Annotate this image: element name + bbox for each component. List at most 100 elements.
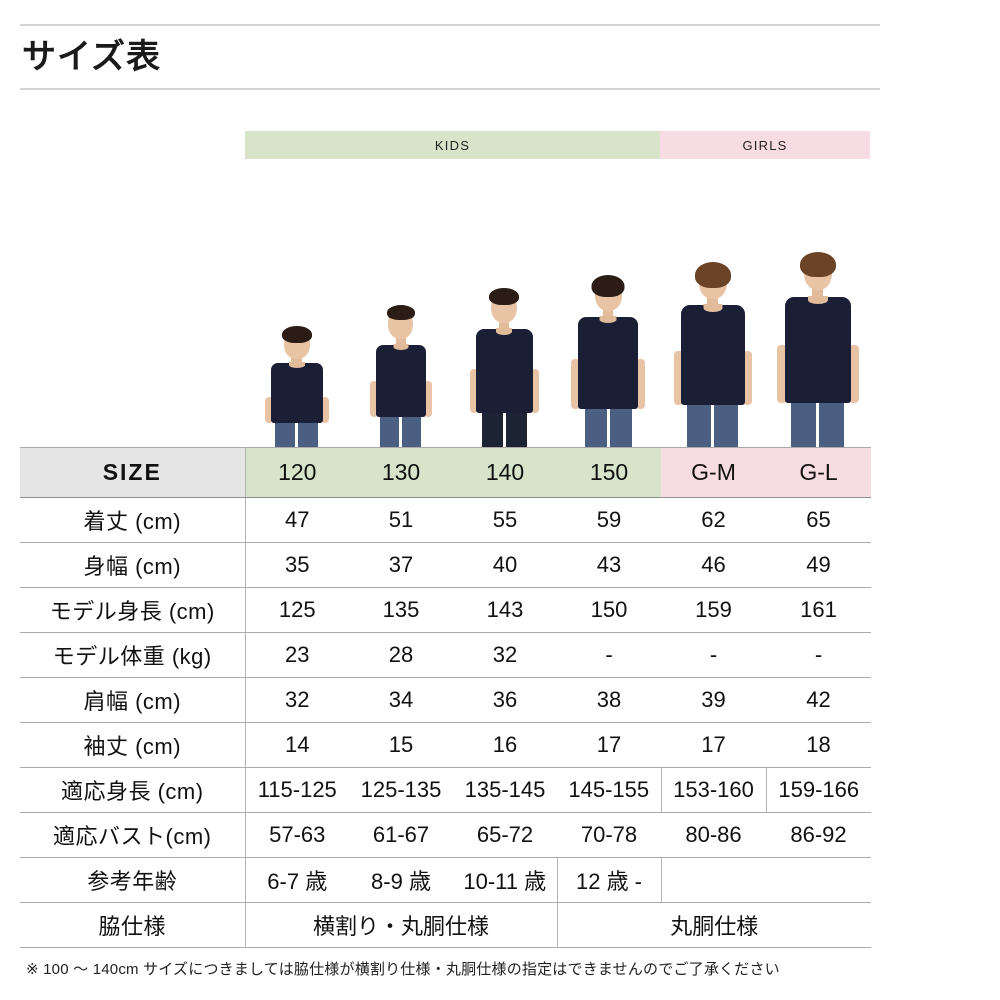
table-row: 着丈 (cm) 47 51 55 59 62 65: [20, 497, 871, 543]
cell-shoulder-width-150: 38: [557, 677, 661, 723]
cell-body-width-140: 40: [453, 542, 557, 588]
table-row-side-spec: 脇仕様 横割り・丸胴仕様 丸胴仕様: [20, 902, 871, 948]
cell-fit-bust-g-l: 86-92: [766, 812, 871, 858]
cell-fit-height-g-m: 153-160: [660, 767, 766, 813]
cell-model-weight-120: 23: [245, 632, 349, 678]
size-table: SIZE 120 130 140 150 G-M G-L 着丈 (cm) 47 …: [20, 447, 871, 948]
cell-side-spec-kids: 横割り・丸胴仕様: [245, 902, 557, 948]
cell-body-width-120: 35: [245, 542, 349, 588]
cell-sleeve-length-150: 17: [557, 722, 661, 768]
model-photo-g-l: [765, 215, 870, 447]
cell-reference-age-g-m: [661, 857, 766, 903]
cell-body-length-g-l: 65: [766, 497, 871, 543]
cell-sleeve-length-g-m: 17: [661, 722, 766, 768]
row-label-model-weight: モデル体重 (kg): [20, 632, 246, 678]
footnote-note: ※ 100 ～ 140cm サイズにつきましては脇仕様が横割り仕様・丸胴仕様の指…: [26, 961, 780, 978]
row-label-fit-bust: 適応バスト(cm): [20, 812, 246, 858]
cell-model-height-120: 125: [245, 587, 349, 633]
model-photo-g-m: [660, 215, 765, 447]
table-row: 適応身長 (cm) 115-125 125-135 135-145 145-15…: [20, 767, 871, 813]
cell-body-length-120: 47: [245, 497, 349, 543]
cell-sleeve-length-130: 15: [349, 722, 453, 768]
cell-fit-height-120: 115-125: [245, 767, 349, 813]
cell-side-spec-girls: 丸胴仕様: [556, 902, 871, 948]
cell-body-width-g-l: 49: [766, 542, 871, 588]
cell-fit-bust-120: 57-63: [245, 812, 349, 858]
cell-body-width-g-m: 46: [661, 542, 766, 588]
cell-shoulder-width-140: 36: [453, 677, 557, 723]
model-photo-strip: [245, 215, 870, 447]
header-col-g-m: G-M: [661, 447, 766, 498]
cell-model-height-150: 150: [557, 587, 661, 633]
cell-shoulder-width-130: 34: [349, 677, 453, 723]
title-rule-top: [20, 24, 880, 26]
cell-shoulder-width-g-l: 42: [766, 677, 871, 723]
cell-model-height-g-l: 161: [766, 587, 871, 633]
row-label-fit-height: 適応身長 (cm): [20, 767, 246, 813]
cell-model-height-g-m: 159: [661, 587, 766, 633]
page-title: サイズ表: [22, 38, 161, 76]
model-photo-130: [349, 215, 453, 447]
cell-model-weight-140: 32: [453, 632, 557, 678]
cell-fit-height-150: 145-155: [557, 767, 661, 813]
cell-fit-height-130: 125-135: [349, 767, 453, 813]
cell-body-length-150: 59: [557, 497, 661, 543]
title-rule-bottom: [20, 88, 880, 90]
category-bands: KIDS GIRLS: [245, 131, 870, 159]
cell-model-weight-g-l: -: [766, 632, 871, 678]
table-row: 肩幅 (cm) 32 34 36 38 39 42: [20, 677, 871, 723]
cell-body-length-130: 51: [349, 497, 453, 543]
cell-model-weight-130: 28: [349, 632, 453, 678]
table-header-row: SIZE 120 130 140 150 G-M G-L: [20, 447, 871, 498]
header-size-label: SIZE: [20, 447, 246, 498]
cell-reference-age-g-l: [766, 857, 871, 903]
cell-fit-bust-150: 70-78: [557, 812, 661, 858]
row-label-sleeve-length: 袖丈 (cm): [20, 722, 246, 768]
header-col-130: 130: [349, 447, 453, 498]
cell-shoulder-width-g-m: 39: [661, 677, 766, 723]
table-row: 袖丈 (cm) 14 15 16 17 17 18: [20, 722, 871, 768]
row-label-body-length: 着丈 (cm): [20, 497, 246, 543]
band-kids: KIDS: [245, 131, 660, 159]
band-girls: GIRLS: [660, 131, 870, 159]
cell-body-length-g-m: 62: [661, 497, 766, 543]
cell-reference-age-130: 8-9 歳: [349, 857, 453, 903]
cell-fit-bust-140: 65-72: [453, 812, 557, 858]
row-label-shoulder-width: 肩幅 (cm): [20, 677, 246, 723]
cell-body-width-150: 43: [557, 542, 661, 588]
cell-sleeve-length-140: 16: [453, 722, 557, 768]
cell-body-width-130: 37: [349, 542, 453, 588]
cell-reference-age-140: 10-11 歳: [453, 857, 557, 903]
model-photo-120: [245, 215, 349, 447]
table-row: モデル身長 (cm) 125 135 143 150 159 161: [20, 587, 871, 633]
row-label-reference-age: 参考年齢: [20, 857, 246, 903]
cell-model-weight-g-m: -: [661, 632, 766, 678]
row-label-side-spec: 脇仕様: [20, 902, 246, 948]
table-row: 適応バスト(cm) 57-63 61-67 65-72 70-78 80-86 …: [20, 812, 871, 858]
table-row: モデル体重 (kg) 23 28 32 - - -: [20, 632, 871, 678]
cell-fit-bust-g-m: 80-86: [661, 812, 766, 858]
cell-model-height-140: 143: [453, 587, 557, 633]
cell-reference-age-120: 6-7 歳: [245, 857, 349, 903]
model-photo-150: [556, 215, 660, 447]
row-label-model-height: モデル身長 (cm): [20, 587, 246, 633]
cell-reference-age-150: 12 歳 -: [556, 857, 662, 903]
header-col-g-l: G-L: [766, 447, 871, 498]
cell-shoulder-width-120: 32: [245, 677, 349, 723]
header-col-140: 140: [453, 447, 557, 498]
cell-body-length-140: 55: [453, 497, 557, 543]
cell-model-weight-150: -: [557, 632, 661, 678]
cell-sleeve-length-120: 14: [245, 722, 349, 768]
header-col-150: 150: [557, 447, 661, 498]
cell-fit-bust-130: 61-67: [349, 812, 453, 858]
cell-sleeve-length-g-l: 18: [766, 722, 871, 768]
model-photo-140: [453, 215, 557, 447]
header-col-120: 120: [245, 447, 349, 498]
cell-model-height-130: 135: [349, 587, 453, 633]
cell-fit-height-140: 135-145: [453, 767, 557, 813]
cell-fit-height-g-l: 159-166: [765, 767, 871, 813]
table-row: 身幅 (cm) 35 37 40 43 46 49: [20, 542, 871, 588]
row-label-body-width: 身幅 (cm): [20, 542, 246, 588]
table-row: 参考年齢 6-7 歳 8-9 歳 10-11 歳 12 歳 -: [20, 857, 871, 903]
